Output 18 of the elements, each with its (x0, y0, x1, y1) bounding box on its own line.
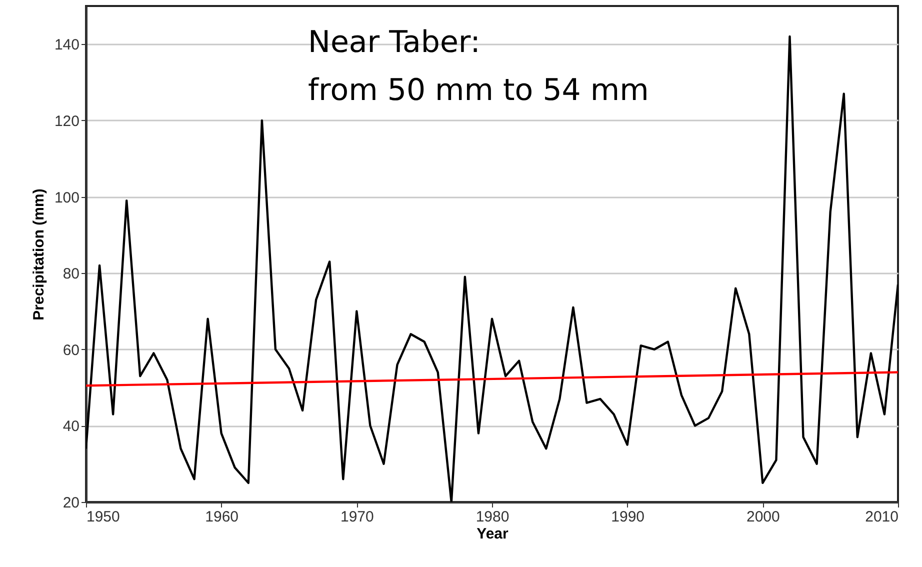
x-tick-label: 1970 (340, 508, 374, 526)
x-tick-label: 1980 (476, 508, 510, 526)
annotation: from 50 mm to 54 mm (308, 73, 649, 108)
y-axis-title: Precipitation (mm) (30, 188, 48, 320)
annotation: Near Taber: (308, 25, 480, 60)
x-tick-label: 2010 (865, 508, 898, 526)
y-tick-label: 20 (62, 494, 80, 512)
y-tick-label: 120 (54, 112, 80, 130)
x-tick-label: 1990 (611, 508, 645, 526)
y-tick-label: 40 (62, 418, 80, 436)
x-axis-title: Year (476, 526, 509, 542)
y-tick-label: 100 (54, 189, 80, 206)
y-tick-label: 60 (62, 342, 80, 359)
x-tick-label: 2000 (746, 508, 780, 526)
x-tick-label: 1960 (205, 508, 239, 526)
y-tick-label: 140 (54, 36, 80, 54)
x-tick-label: 1950 (86, 508, 120, 526)
y-tick-label: 80 (62, 266, 80, 283)
